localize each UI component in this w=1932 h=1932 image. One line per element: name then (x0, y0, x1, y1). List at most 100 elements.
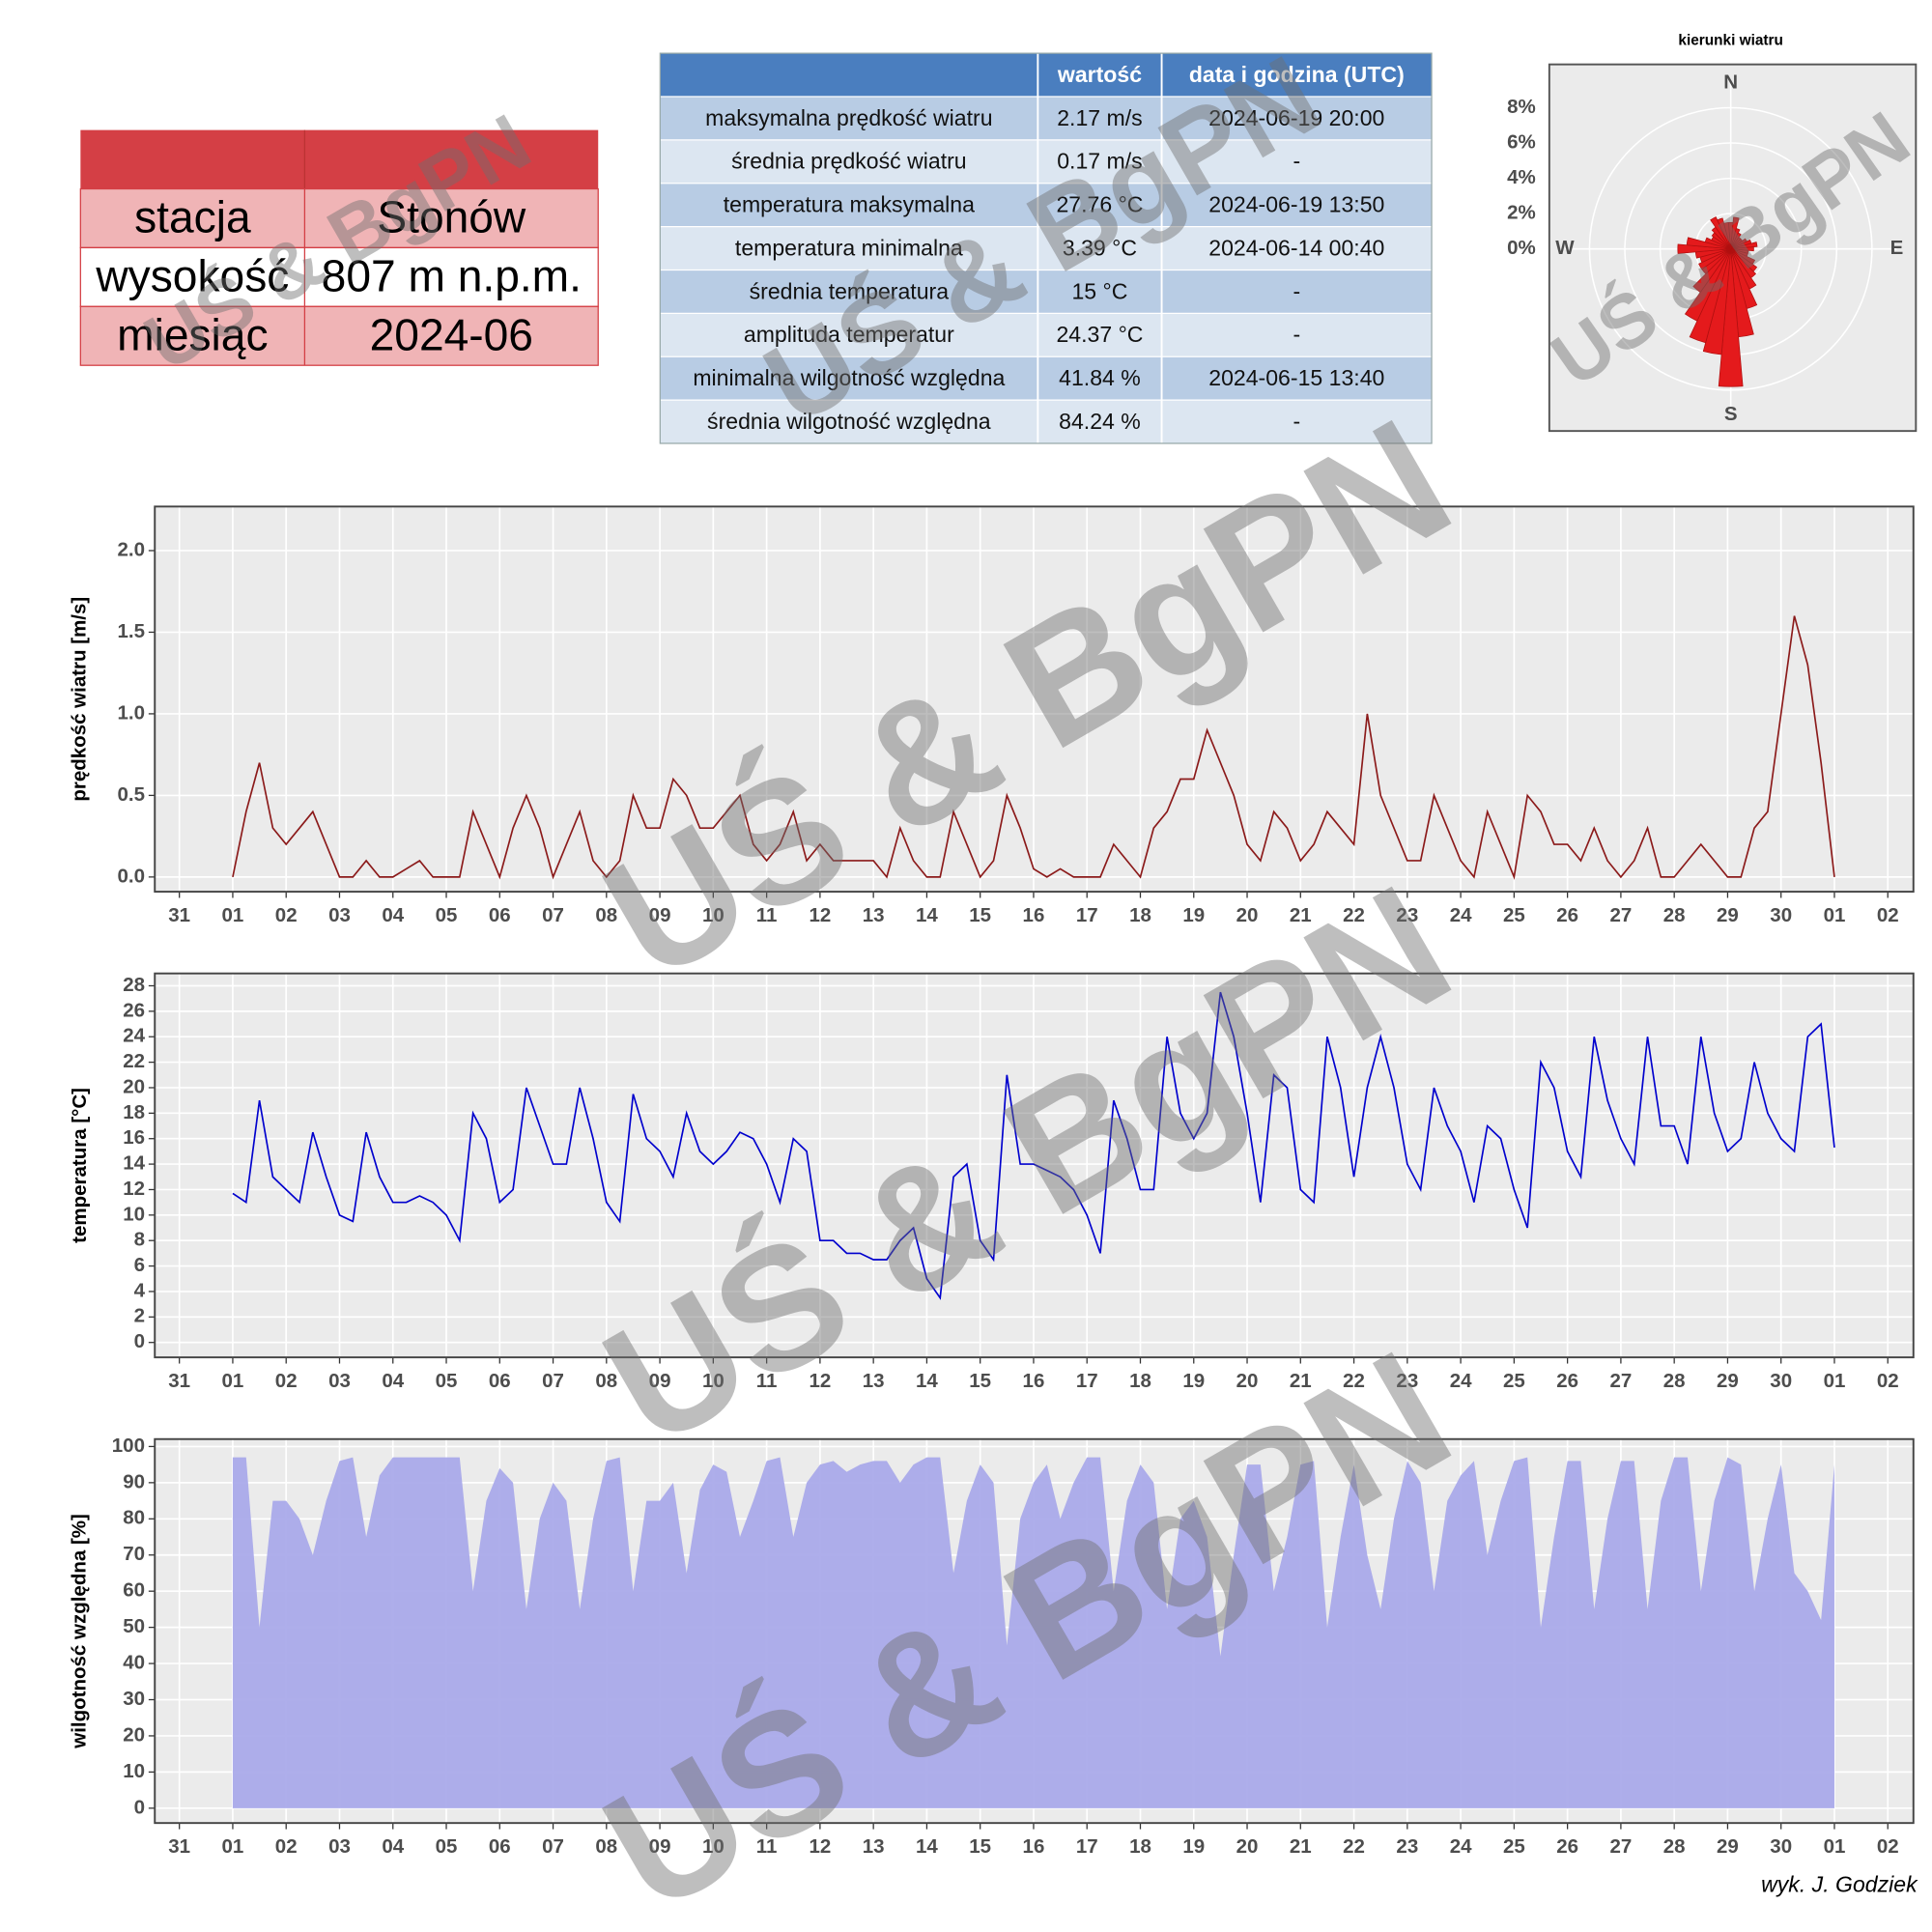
x-tick-label: 30 (1770, 1835, 1792, 1858)
rose-wedge (1718, 248, 1744, 387)
rose-wedge (1689, 248, 1732, 344)
y-tick-label: 2% (1507, 202, 1536, 224)
x-tick-label: 22 (1343, 1835, 1365, 1858)
x-tick-label: 28 (1663, 1835, 1686, 1858)
x-tick-label: 06 (489, 904, 511, 926)
table-border (659, 52, 1433, 444)
table-header (660, 53, 1433, 97)
plot-border (154, 1437, 1915, 1825)
y-axis-title: prędkość wiatru [m/s] (69, 597, 91, 802)
x-tick-label: 30 (1770, 904, 1792, 926)
table-cell: miesiąc (117, 310, 268, 360)
y-axis-title: temperatura [°C] (69, 1088, 91, 1243)
y-tick-label: 4 (134, 1279, 146, 1301)
table-cell: 41.84 % (1059, 365, 1141, 390)
table-cell: - (1293, 409, 1300, 434)
table-cell: Stonów (377, 192, 526, 242)
table-row (660, 400, 1433, 443)
x-tick-label: 13 (863, 1370, 885, 1392)
x-tick-label: 19 (1182, 1370, 1205, 1392)
y-tick-label: 0.0 (117, 865, 145, 887)
x-tick-label: 25 (1503, 1835, 1525, 1858)
x-tick-label: 21 (1290, 904, 1312, 926)
x-tick-label: 01 (1824, 1370, 1846, 1392)
x-tick-label: 24 (1450, 1835, 1472, 1858)
table-cell: średnia prędkość wiatru (731, 149, 967, 174)
table-cell: średnia wilgotność względna (707, 409, 991, 434)
table-cell: 2024-06-19 20:00 (1208, 105, 1384, 130)
table-cell: 2.17 m/s (1057, 105, 1142, 130)
x-tick-label: 26 (1556, 904, 1578, 926)
table-cell: 24.37 °C (1056, 322, 1143, 347)
y-tick-label: 0.5 (117, 783, 145, 806)
x-tick-label: 23 (1396, 904, 1418, 926)
x-tick-label: 05 (436, 904, 458, 926)
x-tick-label: 10 (702, 1370, 724, 1392)
x-tick-label: 14 (916, 1835, 938, 1858)
x-tick-label: 20 (1236, 1835, 1259, 1858)
x-tick-label: 27 (1609, 1835, 1632, 1858)
x-tick-label: 04 (382, 1370, 404, 1392)
x-tick-label: 05 (436, 1370, 458, 1392)
x-tick-label: 03 (328, 904, 351, 926)
x-tick-label: 23 (1396, 1835, 1418, 1858)
x-tick-label: 27 (1609, 1370, 1632, 1392)
x-tick-label: 30 (1770, 1370, 1792, 1392)
x-tick-label: 25 (1503, 904, 1525, 926)
table-cell: 2024-06-14 00:40 (1208, 235, 1384, 260)
table-cell: minimalna wilgotność względna (693, 365, 1005, 390)
table-row (79, 246, 599, 307)
x-tick-label: 17 (1076, 904, 1098, 926)
table-cell: - (1293, 322, 1300, 347)
table-cell: temperatura maksymalna (724, 192, 975, 217)
x-tick-label: 31 (168, 904, 190, 926)
table-cell: temperatura minimalna (735, 235, 963, 260)
x-tick-label: 19 (1182, 904, 1205, 926)
y-tick-label: 0 (134, 1796, 145, 1818)
table-row (660, 183, 1433, 227)
table-cell: 3.39 °C (1063, 235, 1137, 260)
y-tick-label: 14 (123, 1152, 145, 1175)
x-tick-label: 20 (1236, 1370, 1259, 1392)
x-tick-label: 16 (1023, 1835, 1045, 1858)
x-tick-label: 09 (649, 1370, 671, 1392)
y-tick-label: 40 (123, 1651, 145, 1673)
y-tick-label: 12 (123, 1178, 145, 1200)
x-tick-label: 01 (222, 1370, 244, 1392)
rose-wedge (1698, 248, 1731, 270)
y-tick-label: 1.0 (117, 701, 145, 724)
x-tick-label: E (1890, 237, 1904, 259)
table-cell: maksymalna prędkość wiatru (705, 105, 992, 130)
x-tick-label: 09 (649, 1835, 671, 1858)
y-tick-label: 60 (123, 1579, 145, 1602)
x-tick-label: 20 (1236, 904, 1259, 926)
y-tick-label: 22 (123, 1050, 145, 1072)
y-tick-label: 0 (134, 1330, 145, 1352)
y-tick-label: 2.0 (117, 538, 145, 560)
y-tick-label: 20 (123, 1723, 145, 1746)
table-row (79, 305, 599, 366)
table-cell: 807 m n.p.m. (322, 251, 582, 301)
x-tick-label: 17 (1076, 1835, 1098, 1858)
x-tick-label: 31 (168, 1835, 190, 1858)
table-cell: stacja (134, 192, 251, 242)
rose-wedge (1677, 243, 1731, 254)
y-tick-label: 2 (134, 1305, 145, 1327)
x-tick-label: 18 (1129, 1370, 1151, 1392)
plot-border (154, 972, 1915, 1359)
x-tick-label: 29 (1717, 904, 1739, 926)
y-tick-label: 24 (123, 1025, 145, 1047)
x-tick-label: 11 (756, 904, 778, 926)
y-tick-label: 30 (123, 1688, 145, 1710)
rose-wedge (1684, 248, 1732, 322)
table-row (660, 139, 1433, 184)
y-tick-label: 4% (1507, 166, 1536, 188)
y-tick-label: 1.5 (117, 620, 145, 642)
x-tick-label: 16 (1023, 904, 1045, 926)
x-tick-label: 06 (489, 1835, 511, 1858)
x-tick-label: 08 (595, 904, 617, 926)
table-cell: - (1293, 278, 1300, 303)
x-tick-label: 06 (489, 1370, 511, 1392)
x-tick-label: 07 (542, 904, 564, 926)
